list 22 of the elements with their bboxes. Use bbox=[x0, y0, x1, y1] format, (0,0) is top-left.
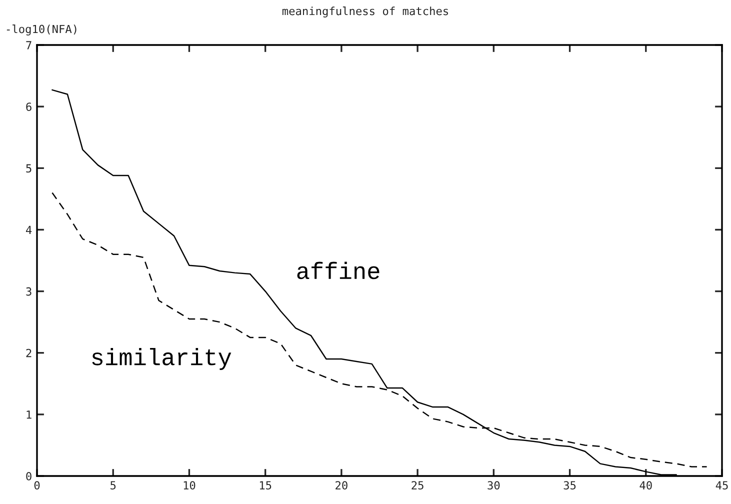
x-tick-label: 30 bbox=[488, 481, 500, 490]
x-tick-label: 0 bbox=[34, 481, 40, 490]
x-tick-label: 10 bbox=[184, 481, 196, 490]
x-tick-label: 40 bbox=[640, 481, 652, 490]
y-tick-label: 1 bbox=[26, 410, 32, 419]
x-tick-label: 45 bbox=[716, 481, 728, 490]
x-tick-label: 5 bbox=[110, 481, 116, 490]
series-label: affine bbox=[297, 262, 380, 280]
y-tick-label: 5 bbox=[26, 164, 32, 173]
y-axis-title: -log10(NFA) bbox=[6, 24, 76, 36]
y-tick-label: 6 bbox=[26, 102, 32, 111]
y-tick-label: 2 bbox=[26, 348, 32, 358]
x-tick-label: 15 bbox=[260, 481, 272, 490]
y-tick-label: 3 bbox=[26, 287, 32, 296]
y-tick-label: 4 bbox=[26, 226, 32, 234]
y-tick-label: 0 bbox=[26, 472, 32, 480]
chart-title: meaningfulness of matches bbox=[282, 6, 448, 18]
y-tick-label: 7 bbox=[26, 41, 32, 50]
x-tick-label: 25 bbox=[412, 481, 424, 490]
series-label: similarity bbox=[92, 348, 232, 370]
x-tick-label: 20 bbox=[336, 481, 348, 490]
x-tick-label: 35 bbox=[564, 481, 576, 490]
